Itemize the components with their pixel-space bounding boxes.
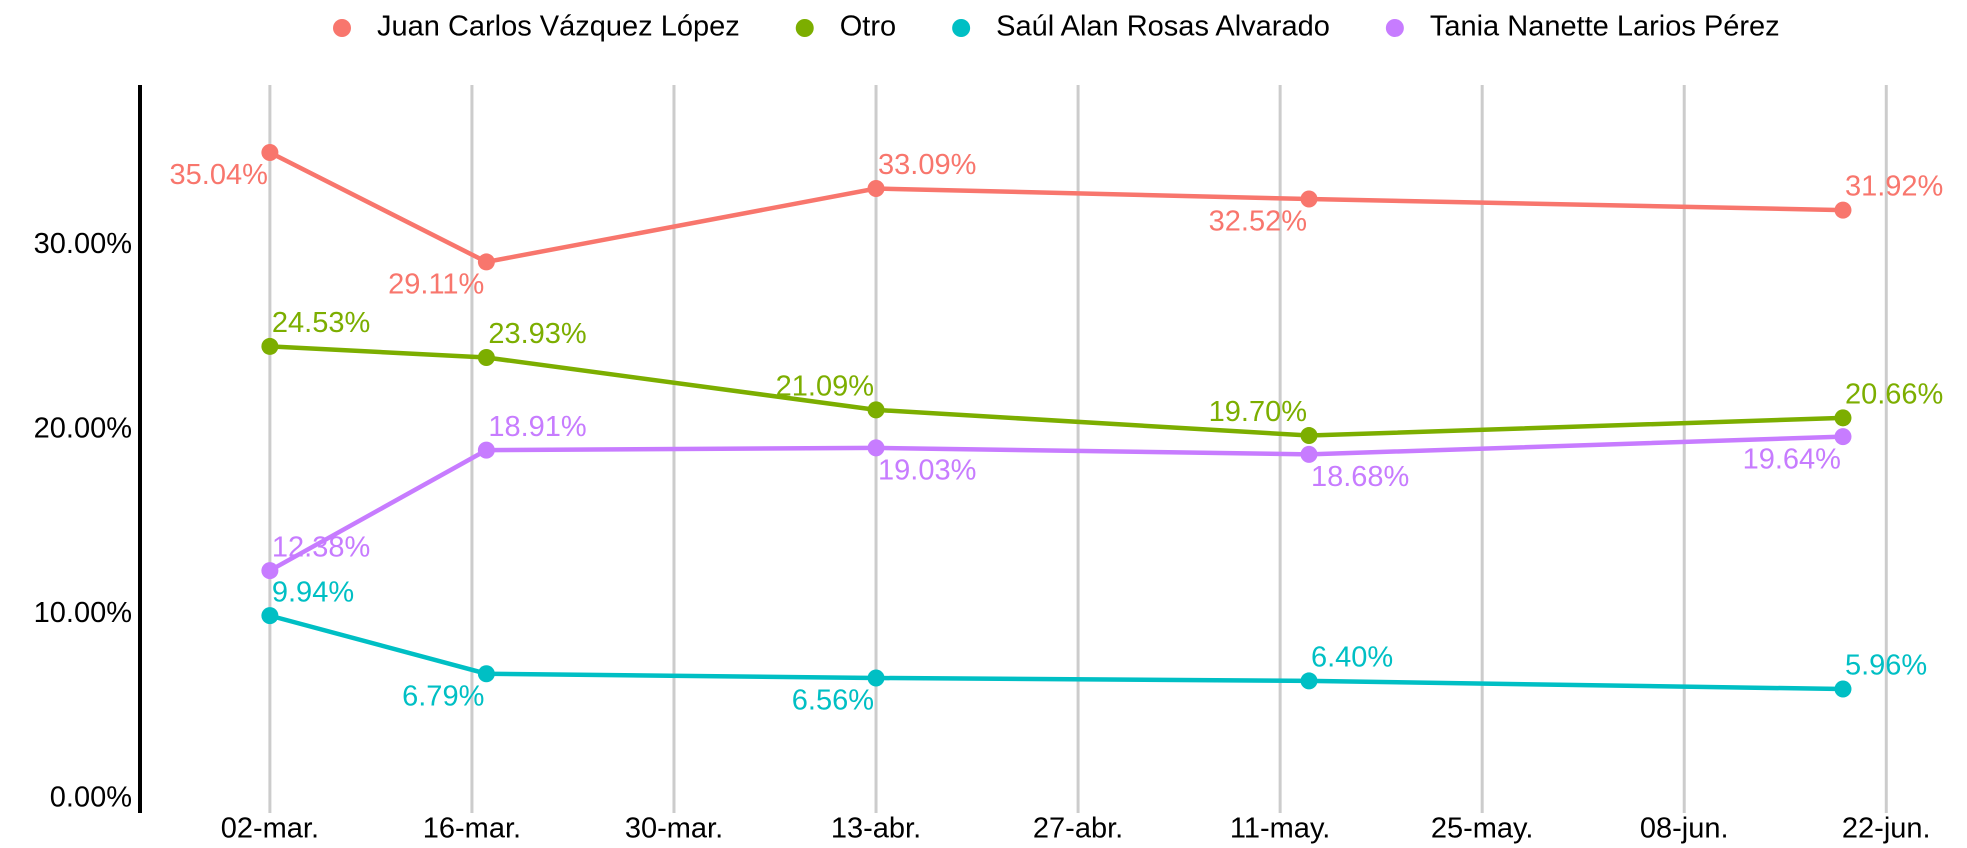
data-label: 24.53% <box>272 307 370 339</box>
x-tick-label: 13-abr. <box>831 813 921 845</box>
data-label: 23.93% <box>488 318 586 350</box>
x-tick-label: 27-abr. <box>1033 813 1123 845</box>
x-tick-label: 16-mar. <box>423 813 521 845</box>
data-label: 35.04% <box>170 159 268 191</box>
data-label: 19.03% <box>878 455 976 487</box>
x-tick-label: 25-may. <box>1431 813 1534 845</box>
legend-marker <box>1385 19 1404 37</box>
point <box>867 180 885 198</box>
data-label: 12.38% <box>272 531 370 563</box>
data-label: 21.09% <box>776 371 874 403</box>
point <box>1300 445 1318 463</box>
data-label: 6.56% <box>792 685 874 717</box>
legend-label: Otro <box>840 11 896 43</box>
point <box>477 441 495 459</box>
legend-label: Saúl Alan Rosas Alvarado <box>996 11 1330 43</box>
series-line <box>268 150 1844 265</box>
point <box>1834 428 1852 446</box>
x-tick-label: 02-mar. <box>221 813 319 845</box>
data-label: 19.70% <box>1209 396 1307 428</box>
data-label: 32.52% <box>1209 206 1307 238</box>
data-label: 6.79% <box>402 680 484 712</box>
legend-marker <box>952 19 971 37</box>
point <box>261 562 279 580</box>
data-label: 9.94% <box>272 576 354 608</box>
series-line <box>268 434 1844 573</box>
x-tick-label: 08-jun. <box>1640 813 1729 845</box>
x-tick-label: 11-may. <box>1230 813 1330 845</box>
legend-marker <box>333 19 351 37</box>
point <box>477 349 495 367</box>
legend-label: Tania Nanette Larios Pérez <box>1430 11 1780 43</box>
y-tick-label: 20.00% <box>34 413 132 445</box>
point <box>867 439 885 457</box>
data-label: 18.68% <box>1311 461 1409 493</box>
data-label: 31.92% <box>1845 171 1943 203</box>
point <box>261 607 279 625</box>
data-label: 33.09% <box>878 149 976 181</box>
point <box>1300 190 1318 208</box>
legend-marker <box>795 19 814 37</box>
series-line <box>269 613 1844 692</box>
point <box>867 401 885 419</box>
point <box>1300 672 1318 690</box>
x-tick-label: 30-mar. <box>625 813 723 845</box>
point <box>1834 680 1852 698</box>
x-tick-label: 22-jun. <box>1842 813 1931 845</box>
point <box>261 144 279 162</box>
data-label: 20.66% <box>1845 378 1943 410</box>
y-tick-label: 10.00% <box>34 597 132 629</box>
data-label: 6.40% <box>1311 642 1393 674</box>
data-label: 18.91% <box>488 411 586 443</box>
data-label: 19.64% <box>1743 443 1841 475</box>
point <box>477 665 495 683</box>
y-tick-label: 0.00% <box>50 782 132 814</box>
legend-label: Juan Carlos Vázquez López <box>377 11 740 43</box>
point <box>1300 427 1318 445</box>
point <box>1834 201 1852 219</box>
data-label: 5.96% <box>1845 650 1927 682</box>
point <box>477 253 495 271</box>
data-label: 29.11% <box>388 269 484 301</box>
point <box>1834 409 1852 427</box>
point <box>867 669 885 687</box>
legend: Juan Carlos Vázquez López Otro Saúl Alan R… <box>333 11 1780 43</box>
point <box>261 337 279 355</box>
y-tick-label: 30.00% <box>34 228 132 260</box>
